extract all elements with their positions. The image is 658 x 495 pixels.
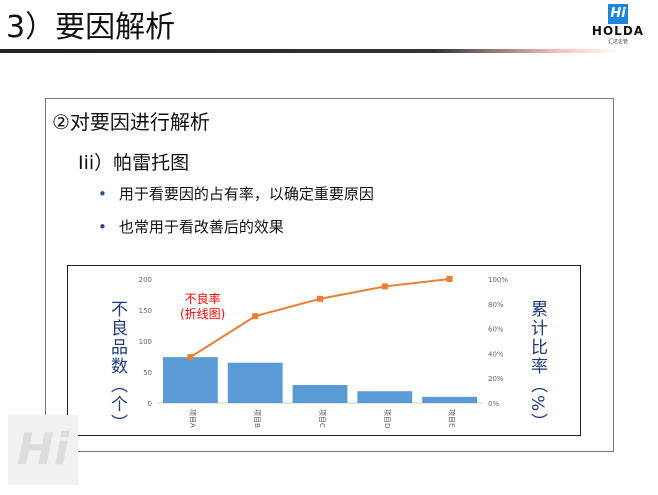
y-tick-label: 50 [143, 369, 152, 377]
x-tick-label: 项目D [383, 409, 391, 428]
y2-tick-label: 20% [488, 375, 504, 383]
logo-mark-icon: Hi [608, 4, 628, 24]
y2-tick-label: 40% [488, 350, 504, 358]
y-tick-label: 200 [139, 276, 152, 284]
x-tick-label: 项目E [448, 409, 456, 427]
line-marker [187, 354, 194, 361]
bar [227, 362, 283, 403]
annotation-line: 不良率 [184, 292, 221, 306]
y2-tick-label: 100% [488, 276, 508, 284]
line-marker [446, 276, 453, 282]
bar [292, 385, 348, 403]
y-axis-label: 不良品数（个） [107, 300, 127, 433]
pareto-chart [67, 265, 581, 436]
y2-tick-label: 0% [488, 400, 499, 408]
bullet-item: • 也常用于看改善后的效果 [98, 218, 284, 236]
content-box [45, 98, 614, 452]
y2-tick-label: 60% [488, 326, 504, 334]
y-tick-label: 100 [139, 338, 152, 346]
line-marker [381, 283, 388, 290]
bullet-text: 用于看要因的占有率，以确定重要原因 [118, 185, 374, 203]
logo-name: HOLDA [591, 24, 645, 38]
cumulative-line [189, 278, 450, 358]
y2-tick-label: 80% [488, 301, 504, 309]
y2-axis-label: 累计比率（%） [527, 300, 547, 433]
section-heading: ②对要因进行解析 [52, 110, 210, 134]
annotation-line: (折线图) [180, 307, 226, 321]
bar [357, 391, 413, 403]
x-tick-label: 项目A [188, 409, 196, 428]
y-tick-label: 0 [148, 400, 152, 408]
x-tick-label: 项目C [318, 409, 326, 428]
header-divider [0, 49, 620, 53]
y-tick-label: 150 [139, 307, 152, 315]
section-subheading: Iii）帕雷托图 [78, 152, 190, 174]
page-title: 3）要因解析 [6, 10, 176, 45]
x-tick-label: 项目B [253, 409, 261, 428]
logo-sub: 汇达企管 [607, 39, 628, 45]
bar [163, 357, 218, 403]
bullet-item: • 用于看要因的占有率，以确定重要原因 [98, 185, 374, 203]
line-marker [317, 295, 323, 302]
bullet-text: 也常用于看改善后的效果 [118, 218, 284, 236]
holda-logo: Hi HOLDA 汇达企管 [590, 4, 646, 45]
annotation: 不良率 (折线图) [180, 292, 225, 322]
watermark-logo-icon: Hi [8, 415, 78, 485]
line-marker [252, 313, 259, 320]
bar [422, 396, 477, 403]
